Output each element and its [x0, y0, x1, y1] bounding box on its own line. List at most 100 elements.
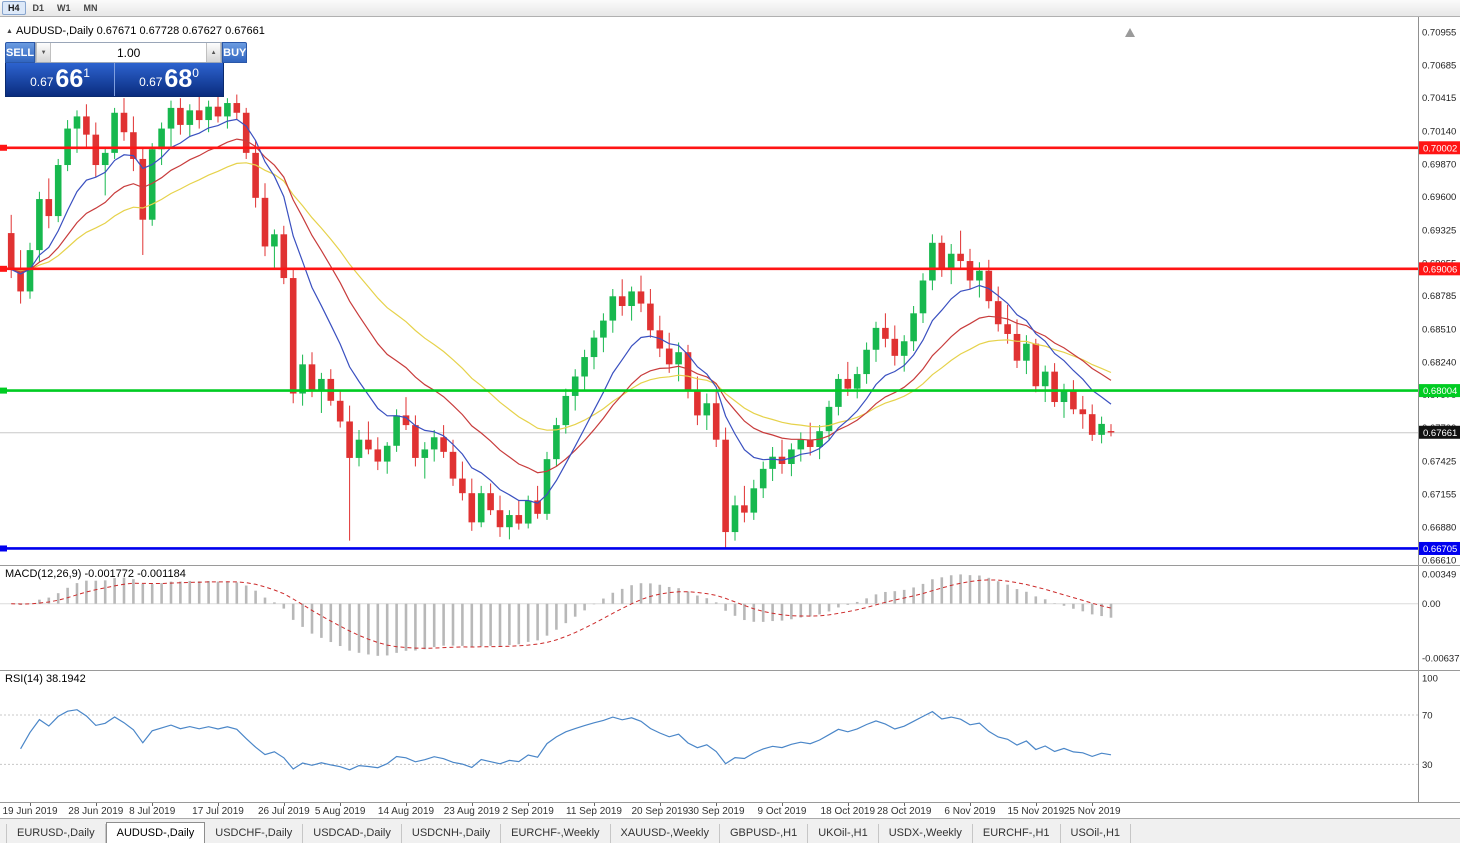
- sell-price-major: 0.67: [30, 74, 54, 89]
- svg-text:0.00: 0.00: [1422, 599, 1441, 610]
- macd-histogram: [19, 574, 1113, 656]
- svg-text:0.67661: 0.67661: [1423, 428, 1457, 439]
- date-tick: [1092, 803, 1094, 806]
- chart-tab-usdcnh-daily[interactable]: USDCNH-,Daily: [402, 824, 502, 843]
- svg-text:0.68240: 0.68240: [1422, 357, 1456, 368]
- chart-tab-usdchf-daily[interactable]: USDCHF-,Daily: [205, 824, 304, 843]
- volume-stepper: ▼ ▲: [35, 42, 223, 63]
- svg-text:0.66880: 0.66880: [1422, 523, 1456, 534]
- timeframe-toolbar: H4 D1 W1 MN: [0, 0, 1460, 17]
- rsi-canvas[interactable]: 100 70 30: [0, 671, 1460, 803]
- horizontal-level-lines[interactable]: 0.70002 0.69006 0.68004 0.66705: [0, 141, 1460, 555]
- sell-price-pipette: 1: [83, 65, 90, 80]
- svg-text:0.66610: 0.66610: [1422, 556, 1456, 565]
- chart-tab-usdx-weekly[interactable]: USDX-,Weekly: [879, 824, 973, 843]
- chart-tab-eurchf-h1[interactable]: EURCHF-,H1: [973, 824, 1061, 843]
- chart-symbol-label: AUDUSD-,Daily: [15, 25, 94, 37]
- rsi-label: RSI(14) 38.1942: [5, 673, 86, 685]
- date-tick: [340, 803, 342, 806]
- svg-text:0.70002: 0.70002: [1423, 143, 1457, 154]
- svg-text:100: 100: [1422, 674, 1438, 685]
- chart-tabs-bar: EURUSD-,Daily AUDUSD-,Daily USDCHF-,Daily U…: [0, 818, 1460, 843]
- svg-text:0.67155: 0.67155: [1422, 489, 1456, 500]
- sell-price-display[interactable]: 0.67 66 1: [6, 63, 115, 96]
- svg-text:0.70415: 0.70415: [1422, 93, 1456, 104]
- svg-text:0.69006: 0.69006: [1423, 264, 1457, 275]
- trade-controls-row: SELL ▼ ▲ BUY: [5, 42, 248, 63]
- chart-ohlc-values: 0.67671 0.67728 0.67627 0.67661: [96, 25, 265, 37]
- chart-tab-eurusd-daily[interactable]: EURUSD-,Daily: [6, 824, 106, 843]
- timeframe-d1-button[interactable]: D1: [27, 1, 51, 15]
- svg-text:0.69600: 0.69600: [1422, 192, 1456, 203]
- svg-text:0.00349: 0.00349: [1422, 570, 1456, 581]
- chart-tab-audusd-daily[interactable]: AUDUSD-,Daily: [105, 822, 206, 843]
- date-label: 19 Jun 2019: [2, 806, 58, 817]
- volume-input[interactable]: [51, 43, 207, 62]
- volume-increase-button[interactable]: ▲: [206, 43, 222, 62]
- chart-tab-usoil-h1[interactable]: USOil-,H1: [1061, 824, 1132, 843]
- date-tick: [528, 803, 530, 806]
- buy-price-pipette: 0: [192, 65, 199, 80]
- buy-price-pips: 68: [164, 65, 193, 93]
- chart-shift-marker-icon: [1125, 28, 1135, 37]
- date-label: 2 Sep 2019: [502, 806, 554, 817]
- date-tick: [904, 803, 906, 806]
- date-label: 5 Aug 2019: [314, 806, 366, 817]
- date-label: 20 Sep 2019: [631, 806, 689, 817]
- chart-tab-ukoil-h1[interactable]: UKOil-,H1: [808, 824, 879, 843]
- volume-decrease-button[interactable]: ▼: [36, 43, 52, 62]
- svg-text:0.66705: 0.66705: [1423, 544, 1457, 555]
- date-tick: [283, 803, 285, 806]
- chart-tab-gbpusd-h1[interactable]: GBPUSD-,H1: [720, 824, 809, 843]
- macd-canvas[interactable]: 0.00349 0.00 -0.00637: [0, 566, 1460, 671]
- buy-price-major: 0.67: [139, 74, 163, 89]
- svg-text:0.70685: 0.70685: [1422, 60, 1456, 71]
- date-label: 28 Oct 2019: [876, 806, 932, 817]
- chart-tab-eurchf-weekly[interactable]: EURCHF-,Weekly: [501, 824, 611, 843]
- chart-tab-usdcad-daily[interactable]: USDCAD-,Daily: [303, 824, 402, 843]
- svg-text:0.69325: 0.69325: [1422, 226, 1456, 237]
- buy-button[interactable]: BUY: [222, 42, 248, 63]
- macd-values: -0.001772 -0.001184: [84, 568, 186, 580]
- chart-title: ▲ AUDUSD-,Daily 0.67671 0.67728 0.67627 0…: [6, 25, 265, 37]
- sell-price-pips: 66: [55, 65, 84, 93]
- trade-price-displays: 0.67 66 1 0.67 68 0: [5, 63, 224, 97]
- svg-text:0.67425: 0.67425: [1422, 456, 1456, 467]
- macd-panel: 0.00349 0.00 -0.00637 MACD(12,26,9) -0.001…: [0, 565, 1460, 671]
- rsi-name: RSI(14): [5, 673, 43, 685]
- svg-text:-0.00637: -0.00637: [1422, 654, 1460, 665]
- date-label: 23 Aug 2019: [443, 806, 500, 817]
- buy-price-display[interactable]: 0.67 68 0: [115, 63, 223, 96]
- moving-average-lines: [10, 118, 1112, 504]
- date-label: 30 Sep 2019: [687, 806, 745, 817]
- trade-panel-toggle-icon[interactable]: ▲: [6, 28, 13, 35]
- date-tick: [95, 803, 97, 806]
- macd-name: MACD(12,26,9): [5, 568, 82, 580]
- svg-text:0.68785: 0.68785: [1422, 291, 1456, 302]
- svg-text:30: 30: [1422, 760, 1433, 771]
- svg-text:70: 70: [1422, 710, 1433, 721]
- date-tick: [782, 803, 783, 806]
- timeframe-mn-button[interactable]: MN: [78, 1, 104, 15]
- date-tick: [30, 803, 31, 806]
- date-tick: [406, 803, 407, 806]
- candles-layer: [7, 93, 1115, 548]
- timeframe-h4-button[interactable]: H4: [2, 1, 26, 15]
- svg-text:0.70955: 0.70955: [1422, 27, 1456, 38]
- date-label: 28 Jun 2019: [68, 806, 124, 817]
- sell-button[interactable]: SELL: [5, 42, 36, 63]
- date-label: 6 Nov 2019: [944, 806, 996, 817]
- date-tick: [1035, 803, 1037, 806]
- chart-tab-xauusd-weekly[interactable]: XAUUSD-,Weekly: [611, 824, 720, 843]
- date-tick: [847, 803, 849, 806]
- svg-text:0.69870: 0.69870: [1422, 159, 1456, 170]
- date-tick: [471, 803, 473, 806]
- timeframe-w1-button[interactable]: W1: [51, 1, 77, 15]
- price-chart-canvas[interactable]: 0.70955 0.70685 0.70415 0.70140 0.69870 0.696…: [0, 17, 1460, 565]
- date-axis[interactable]: 19 Jun 2019 28 Jun 2019 8 Jul 2019 17 Jul 2…: [0, 802, 1460, 818]
- svg-text:0.68004: 0.68004: [1423, 386, 1457, 397]
- macd-label: MACD(12,26,9) -0.001772 -0.001184: [5, 568, 186, 580]
- price-axis[interactable]: 0.70955 0.70685 0.70415 0.70140 0.69870 0.696…: [1418, 17, 1457, 565]
